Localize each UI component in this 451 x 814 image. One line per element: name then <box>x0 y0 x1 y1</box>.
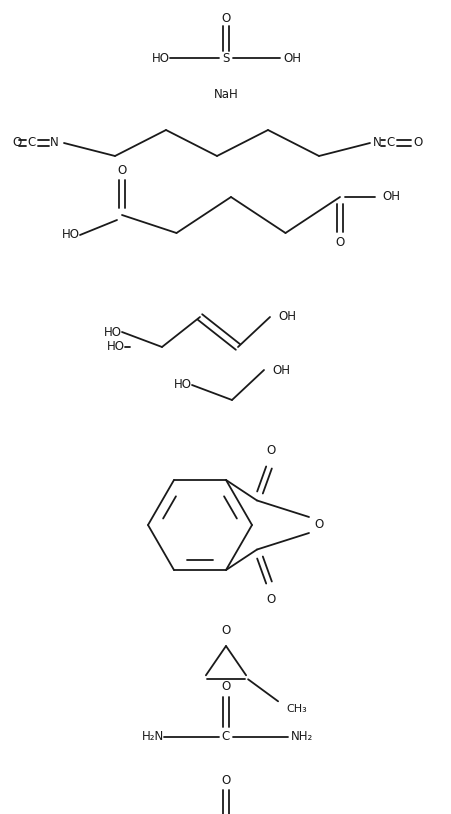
Text: C: C <box>28 137 36 150</box>
Text: N: N <box>372 137 381 150</box>
Text: HO: HO <box>174 379 192 392</box>
Text: CH₃: CH₃ <box>285 704 306 715</box>
Text: C: C <box>386 137 394 150</box>
Text: O: O <box>221 773 230 786</box>
Text: C: C <box>221 730 230 743</box>
Text: O: O <box>221 624 230 637</box>
Text: H₂N: H₂N <box>142 730 164 743</box>
Text: O: O <box>314 519 323 532</box>
Text: O: O <box>117 164 126 177</box>
Text: O: O <box>266 444 275 457</box>
Text: O: O <box>221 681 230 694</box>
Text: O: O <box>221 11 230 24</box>
Text: OH: OH <box>282 51 300 64</box>
Text: HO: HO <box>104 326 122 339</box>
Text: N: N <box>50 137 59 150</box>
Text: HO: HO <box>152 51 170 64</box>
Text: OH: OH <box>272 364 290 377</box>
Text: S: S <box>222 51 229 64</box>
Text: O: O <box>12 137 21 150</box>
Text: NH₂: NH₂ <box>290 730 313 743</box>
Text: O: O <box>266 593 275 606</box>
Text: HO: HO <box>62 229 80 242</box>
Text: OH: OH <box>381 190 399 204</box>
Text: NaH: NaH <box>213 89 238 102</box>
Text: OH: OH <box>277 310 295 323</box>
Text: HO: HO <box>107 340 125 353</box>
Text: O: O <box>335 235 344 248</box>
Text: O: O <box>412 137 421 150</box>
